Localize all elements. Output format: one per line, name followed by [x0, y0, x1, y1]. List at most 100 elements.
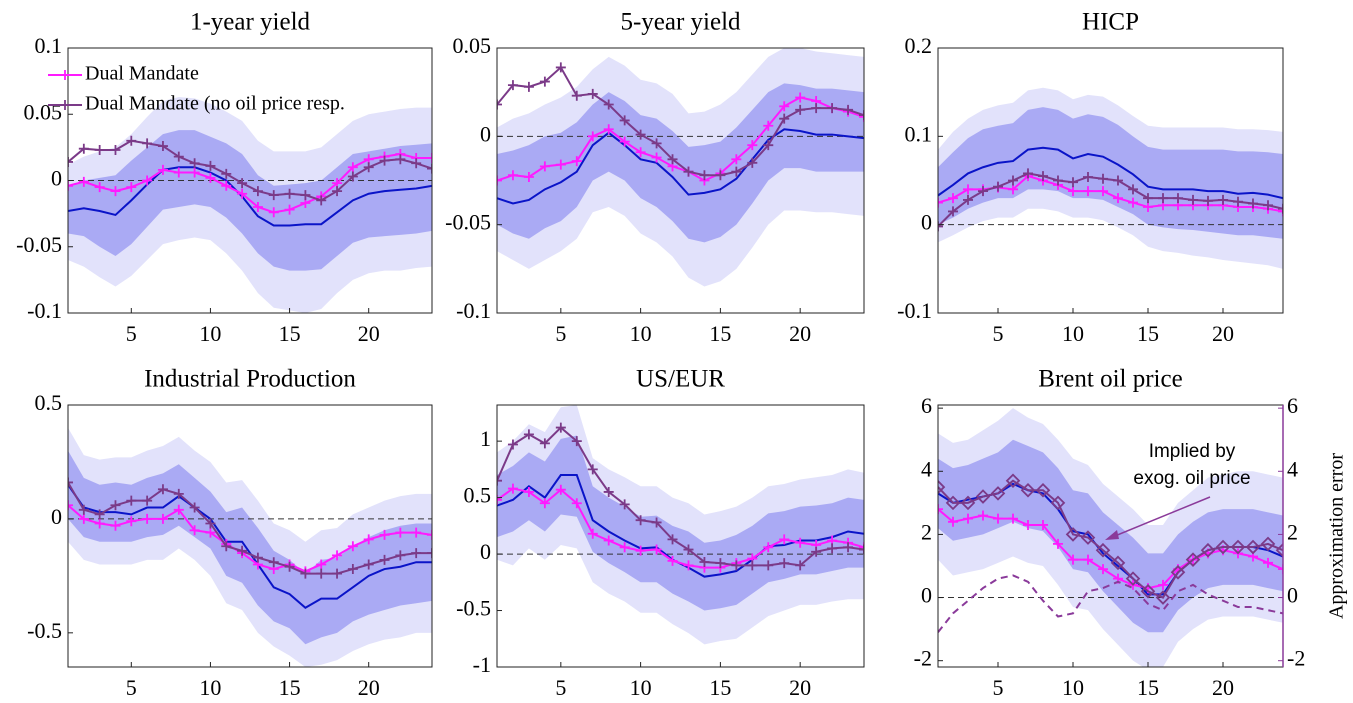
- x-tick-label: 10: [1062, 675, 1084, 700]
- x-tick-label: 15: [1137, 675, 1159, 700]
- marker: [411, 158, 422, 169]
- marker: [347, 171, 358, 182]
- marker: [1143, 193, 1153, 204]
- marker: [539, 438, 550, 449]
- marker: [587, 528, 598, 539]
- marker: [1185, 552, 1201, 567]
- marker: [379, 554, 390, 565]
- x-tick-label: 10: [630, 675, 652, 700]
- y-tick-label: 0: [480, 539, 491, 564]
- marker: [173, 504, 184, 515]
- y-tick-label: 2: [921, 519, 932, 544]
- x-tick-label: 5: [993, 321, 1004, 346]
- marker: [1098, 186, 1108, 197]
- y2-axis-label: Approximation error: [1326, 453, 1348, 619]
- marker: [173, 167, 184, 178]
- marker: [635, 545, 646, 556]
- marker: [157, 484, 168, 495]
- y-tick-label: -0.5: [27, 618, 62, 643]
- marker: [1155, 590, 1171, 605]
- marker: [427, 548, 432, 559]
- marker: [1233, 196, 1243, 207]
- marker: [94, 518, 105, 529]
- y-tick-label: 0.5: [35, 390, 63, 415]
- marker: [571, 436, 582, 447]
- marker: [571, 498, 582, 509]
- x-tick-label: 10: [199, 675, 221, 700]
- legend-label: Dual Mandate (no oil price resp.: [85, 93, 345, 115]
- marker: [347, 162, 358, 173]
- marker: [507, 170, 518, 181]
- x-tick-label: 10: [1062, 321, 1084, 346]
- marker: [1128, 197, 1138, 208]
- marker: [938, 479, 946, 495]
- marker: [205, 527, 216, 538]
- marker: [587, 131, 598, 142]
- marker: [1188, 194, 1198, 205]
- marker: [635, 147, 646, 158]
- axes-frame: [67, 404, 433, 668]
- marker: [779, 534, 790, 545]
- chart-title: 5-year yield: [620, 9, 741, 36]
- annotation-arrow: [1109, 496, 1211, 539]
- legend-marker: [60, 70, 70, 80]
- y-tick-label: 0.05: [453, 33, 492, 58]
- marker: [811, 103, 822, 114]
- marker: [811, 546, 822, 557]
- marker: [1008, 513, 1018, 524]
- y-tick-label: 4: [921, 456, 932, 481]
- x-tick-label: 15: [709, 321, 731, 346]
- marker: [795, 560, 806, 571]
- marker: [110, 500, 121, 511]
- marker: [603, 486, 614, 497]
- x-tick-label: 20: [358, 321, 380, 346]
- y-tick-label: -1: [473, 652, 491, 677]
- marker: [1050, 495, 1066, 511]
- marker: [1158, 193, 1168, 204]
- marker: [189, 525, 200, 536]
- x-tick-label: 15: [279, 675, 301, 700]
- x-tick-label: 15: [279, 321, 301, 346]
- marker: [1068, 554, 1078, 565]
- marker: [859, 110, 864, 121]
- y-tick-label: -0.05: [16, 232, 62, 257]
- confidence-band: [497, 435, 864, 611]
- marker: [1263, 200, 1273, 211]
- marker: [603, 99, 614, 110]
- y-tick-label: 0: [921, 210, 932, 235]
- x-tick-label: 5: [126, 321, 137, 346]
- marker: [1218, 194, 1228, 205]
- marker: [1158, 579, 1168, 590]
- marker: [268, 557, 279, 568]
- marker: [379, 529, 390, 540]
- marker: [1098, 564, 1108, 575]
- marker: [78, 513, 89, 524]
- marker: [587, 88, 598, 99]
- marker: [699, 170, 710, 181]
- marker: [1143, 202, 1153, 212]
- marker: [619, 542, 630, 553]
- marker: [938, 221, 943, 232]
- confidence-band: [497, 405, 864, 645]
- x-tick-label: 10: [199, 321, 221, 346]
- y-tick-label: -2: [914, 646, 932, 671]
- marker: [1113, 193, 1123, 204]
- series-line: [68, 139, 432, 202]
- marker: [94, 182, 105, 193]
- marker: [1110, 555, 1126, 571]
- marker: [651, 138, 662, 149]
- marker: [205, 172, 216, 183]
- axes-frame: [496, 404, 865, 668]
- marker: [157, 141, 168, 152]
- marker: [110, 145, 121, 156]
- x-tick-label: 5: [555, 321, 566, 346]
- marker: [316, 195, 327, 206]
- marker: [651, 152, 662, 163]
- marker: [1125, 571, 1141, 586]
- marker: [173, 488, 184, 499]
- marker: [363, 534, 374, 545]
- marker: [252, 186, 263, 197]
- legend-marker: [60, 100, 70, 110]
- x-tick-label: 10: [630, 321, 652, 346]
- marker: [731, 154, 742, 165]
